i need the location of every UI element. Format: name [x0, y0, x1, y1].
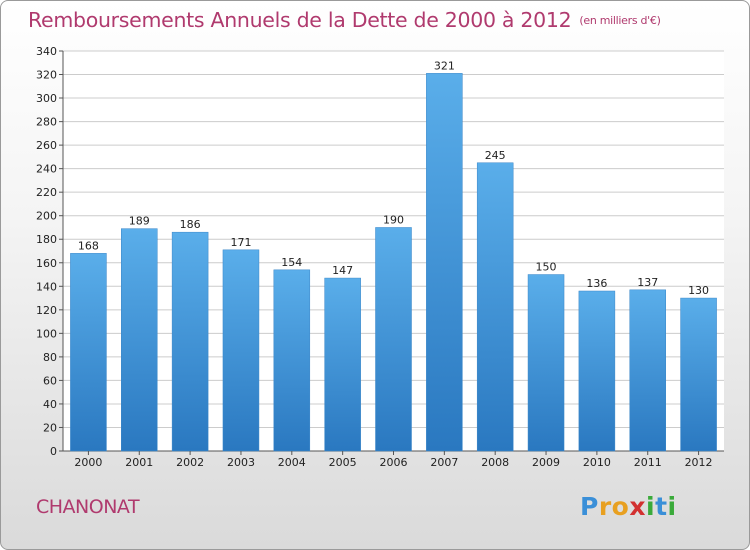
y-tick-label: 80: [43, 351, 57, 364]
x-tick-label: 2006: [380, 456, 408, 469]
bar: [578, 290, 616, 452]
x-tick-label: 2002: [176, 456, 204, 469]
bar: [273, 269, 311, 452]
y-tick-label: 280: [36, 116, 57, 129]
x-tick-label: 2012: [685, 456, 713, 469]
bar-value-label: 130: [688, 284, 709, 297]
chart-subtitle: (en milliers d'€): [579, 14, 661, 27]
bar: [70, 253, 107, 452]
bar-value-label: 168: [78, 239, 99, 252]
x-tick-label: 2009: [532, 456, 560, 469]
bar: [680, 297, 717, 452]
y-tick-label: 300: [36, 92, 57, 105]
bar-value-label: 137: [637, 276, 658, 289]
y-tick-label: 220: [36, 186, 57, 199]
bar: [476, 162, 514, 452]
bar-value-label: 171: [230, 236, 251, 249]
chart-title: Remboursements Annuels de la Dette de 20…: [28, 8, 661, 32]
bar-value-label: 190: [383, 213, 404, 226]
y-tick-label: 20: [43, 421, 57, 434]
logo-letter: i: [646, 492, 656, 521]
chart-title-text: Remboursements Annuels de la Dette de 20…: [28, 8, 572, 32]
bar-value-label: 245: [485, 149, 506, 162]
y-tick-label: 60: [43, 374, 57, 387]
y-tick-label: 40: [43, 398, 57, 411]
proxiti-logo: Proxiti: [580, 492, 677, 521]
y-tick-label: 200: [36, 210, 57, 223]
logo-letter: x: [629, 492, 646, 521]
x-tick-label: 2011: [634, 456, 662, 469]
x-tick-label: 2003: [227, 456, 255, 469]
bar-value-label: 186: [180, 218, 201, 231]
x-tick-label: 2007: [430, 456, 458, 469]
bar-value-label: 154: [281, 256, 302, 269]
y-tick-label: 160: [36, 257, 57, 270]
logo-letter: r: [598, 492, 612, 521]
y-tick-label: 180: [36, 233, 57, 246]
y-tick-label: 260: [36, 139, 57, 152]
bar-value-label: 321: [434, 59, 455, 72]
bar-value-label: 150: [536, 261, 557, 274]
bar-value-label: 147: [332, 264, 353, 277]
x-tick-label: 2005: [329, 456, 357, 469]
x-tick-label: 2004: [278, 456, 306, 469]
place-name: CHANONAT: [36, 496, 140, 518]
y-tick-label: 0: [50, 445, 57, 458]
x-tick-label: 2001: [125, 456, 153, 469]
x-tick-label: 2010: [583, 456, 611, 469]
bar-value-label: 136: [586, 277, 607, 290]
y-tick-label: 340: [36, 45, 57, 58]
bar: [426, 73, 463, 452]
bar: [527, 274, 565, 452]
y-tick-label: 140: [36, 280, 57, 293]
bar: [324, 277, 361, 452]
x-tick-label: 2000: [74, 456, 102, 469]
logo-letter: P: [580, 492, 599, 521]
logo-letter: t: [655, 492, 668, 521]
y-tick-label: 320: [36, 69, 57, 82]
y-tick-label: 100: [36, 327, 57, 340]
bar: [375, 227, 412, 452]
logo-letter: o: [611, 492, 630, 521]
y-tick-label: 240: [36, 163, 57, 176]
bar: [222, 249, 260, 452]
bar: [121, 228, 158, 452]
bar-value-label: 189: [129, 215, 150, 228]
y-tick-label: 120: [36, 304, 57, 317]
x-tick-label: 2008: [481, 456, 509, 469]
bar: [171, 231, 209, 452]
logo-letter: i: [667, 492, 677, 521]
bar: [629, 289, 666, 452]
